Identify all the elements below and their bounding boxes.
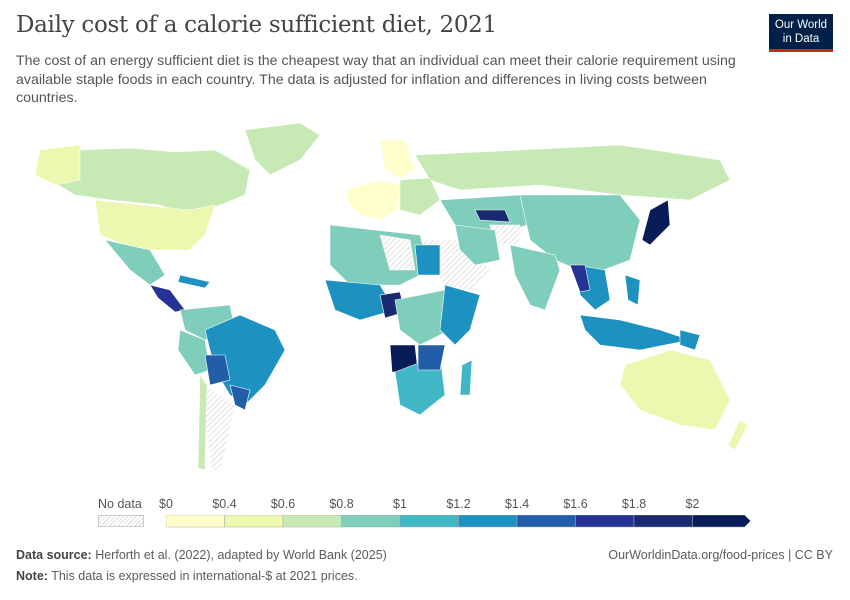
country-greenland[interactable] [244, 122, 321, 176]
legend-bin[interactable] [399, 515, 459, 528]
legend-tick-label: $1.2 [446, 497, 471, 511]
legend-bin[interactable] [692, 515, 751, 528]
country-new-zealand[interactable] [727, 419, 749, 451]
legend-bin[interactable] [458, 515, 518, 528]
legend-tick-label: $0.4 [212, 497, 237, 511]
logo-text: in Data [782, 33, 820, 45]
note: Note: This data is expressed in internat… [16, 569, 358, 583]
country-philippines[interactable] [624, 274, 641, 306]
country-canada[interactable] [39, 147, 251, 216]
legend-tick-label: $1 [393, 497, 407, 511]
legend-bin[interactable] [341, 515, 401, 528]
country-western-europe[interactable] [344, 179, 401, 221]
legend-no-data-swatch[interactable] [98, 515, 144, 527]
logo-text: Our World [774, 19, 828, 31]
country-argentina[interactable] [204, 384, 236, 471]
world-map[interactable] [0, 115, 850, 490]
country-west-africa[interactable] [324, 279, 396, 321]
country-scandinavia[interactable] [379, 139, 416, 179]
country-mexico[interactable] [104, 239, 166, 286]
legend-bin[interactable] [575, 515, 635, 528]
country-australia[interactable] [619, 349, 731, 431]
legend-tick-label: $0.6 [270, 497, 296, 511]
country-uzbekistan[interactable] [474, 209, 511, 223]
legend-tick-label: $0.8 [329, 497, 354, 511]
country-east-africa[interactable] [439, 284, 481, 346]
legend-tick-label: $1.8 [621, 497, 647, 511]
source-label: Data source: [16, 548, 92, 562]
chart-subtitle: The cost of an energy sufficient diet is… [16, 53, 736, 106]
source-url[interactable]: OurWorldinData.org/food-prices | CC BY [608, 548, 833, 562]
country-japan[interactable] [641, 199, 671, 246]
legend-tick-label: $1.6 [563, 497, 588, 511]
country-chile[interactable] [197, 374, 208, 471]
legend-bin[interactable] [633, 515, 693, 528]
country-caribbean[interactable] [177, 274, 211, 289]
country-iran[interactable] [454, 224, 501, 266]
legend-tick-label: $1.4 [504, 497, 530, 511]
country-alaska[interactable] [34, 144, 81, 186]
legend-no-data-label: No data [98, 497, 142, 511]
note-text: This data is expressed in international-… [47, 569, 358, 583]
legend-bin[interactable] [224, 515, 284, 528]
data-source: Data source: Herforth et al. (2022), ada… [16, 548, 387, 562]
country-bolivia[interactable] [204, 354, 231, 386]
legend-tick-label: $0 [159, 497, 173, 511]
country-usa[interactable] [94, 199, 216, 251]
country-myanmar[interactable] [569, 264, 591, 293]
country-madagascar[interactable] [459, 359, 473, 396]
country-eastern-europe[interactable] [399, 177, 441, 216]
country-egypt[interactable] [414, 244, 441, 276]
legend-tick-label: $2 [685, 497, 700, 511]
country-zambia-malawi[interactable] [417, 344, 446, 371]
chart-title: Daily cost of a calorie sufficient diet,… [16, 12, 497, 38]
country-paraguay-uruguay[interactable] [229, 384, 251, 411]
note-label: Note: [16, 569, 48, 583]
country-north-africa[interactable] [329, 224, 431, 286]
country-central-africa[interactable] [394, 289, 451, 346]
legend-bin[interactable] [282, 515, 342, 528]
owid-logo[interactable]: Our World in Data [769, 14, 833, 52]
country-indonesia[interactable] [579, 314, 692, 351]
country-peru[interactable] [177, 329, 211, 376]
legend-bin[interactable] [516, 515, 576, 528]
country-central-america[interactable] [149, 284, 186, 313]
country-libya[interactable] [379, 234, 416, 271]
country-russia[interactable] [414, 144, 731, 201]
country-papua-new-guinea[interactable] [679, 329, 701, 351]
legend-bin[interactable] [166, 515, 225, 528]
country-india[interactable] [509, 244, 561, 311]
source-text[interactable]: Herforth et al. (2022), adapted by World… [91, 548, 387, 562]
legend-color-bar [166, 515, 751, 528]
